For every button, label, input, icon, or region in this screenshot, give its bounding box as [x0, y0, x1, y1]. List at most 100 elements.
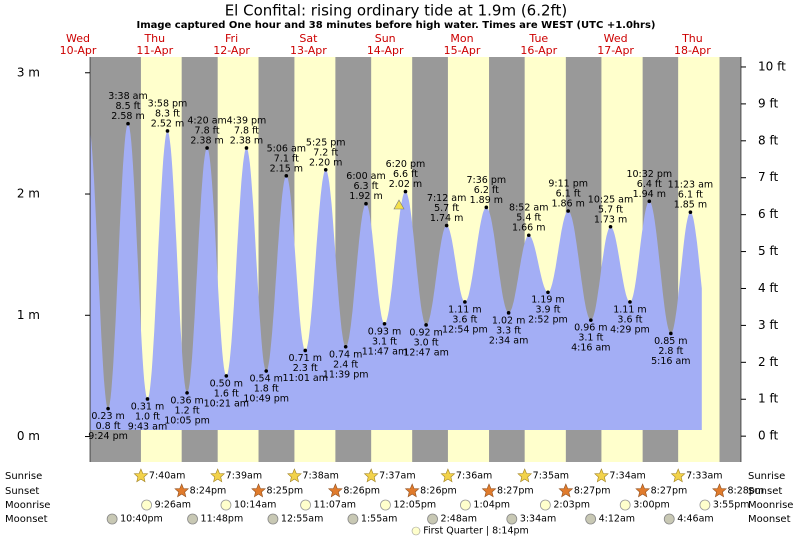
tide-time: 12:47 am [403, 347, 448, 358]
moonrise-icon [619, 499, 631, 511]
row-label: Sunrise [748, 471, 785, 482]
tide-height-m: 2.38 m [190, 135, 223, 146]
tide-extreme [364, 201, 368, 206]
y-tick-label: 2 m [17, 187, 40, 201]
tide-time: 9:43 am [128, 421, 167, 432]
tide-time: 10:05 pm [164, 415, 210, 426]
tide-height-m: 1.66 m [512, 223, 545, 234]
day-name: Thu [681, 32, 703, 45]
tide-extreme [126, 121, 130, 126]
y2-tick-label: 9 ft [758, 96, 778, 110]
row-label: Sunset [748, 486, 782, 497]
tide-height-m: 2.15 m [270, 163, 303, 174]
tide-time: 11:47 am [362, 346, 407, 357]
tide-height-ft: 3.9 ft [535, 305, 560, 316]
tide-time: 5:06 am [267, 143, 306, 154]
moonset-icon [506, 513, 518, 525]
sunset-time: 8:24pm [190, 486, 227, 497]
tide-height-ft: 8.3 ft [155, 108, 180, 119]
tide-extreme [669, 331, 673, 336]
day-date: 11-Apr [136, 44, 173, 57]
tide-height-ft: 6.6 ft [393, 169, 418, 180]
day-name: Wed [604, 32, 628, 45]
tide-extreme [106, 406, 110, 411]
sunrise-icon [670, 468, 686, 483]
sunrise-time: 7:40am [149, 471, 185, 482]
row-label: Moonset [748, 514, 791, 525]
tide-extreme [688, 210, 693, 215]
y2-tick-label: 7 ft [758, 170, 778, 184]
tide-time: 5:25 pm [306, 137, 346, 148]
sunrise-icon [517, 468, 533, 483]
tide-time: 4:29 pm [610, 324, 650, 335]
tide-height-ft: 3.3 ft [496, 325, 521, 336]
y2-tick-label: 2 ft [758, 355, 778, 369]
moonset-icon [663, 513, 675, 525]
sunrise-icon [363, 468, 379, 483]
moonrise-time: 11:07am [314, 500, 356, 511]
moonrise-time: 9:26am [155, 500, 191, 511]
tide-height-ft: 6.1 ft [556, 188, 581, 199]
tide-height-m: 1.89 m [470, 195, 503, 206]
day-date: 13-Apr [290, 44, 327, 57]
tide-extreme [526, 233, 531, 238]
sunrise-time: 7:35am [533, 471, 569, 482]
moonset-time: 2:48am [441, 514, 477, 525]
tide-height-ft: 7.1 ft [274, 153, 299, 164]
tide-height-m: 2.20 m [309, 157, 342, 168]
tide-time: 11:39 pm [323, 369, 369, 380]
tide-height-ft: 2.8 ft [658, 346, 683, 357]
tide-height-m: 0.96 m [574, 323, 607, 334]
tide-extreme [205, 146, 209, 150]
tide-height-m: 0.31 m [131, 401, 164, 412]
moonrise-icon [141, 499, 152, 511]
day-name: Thu [143, 32, 165, 45]
row-label: Moonset [5, 514, 48, 525]
sunrise-icon [287, 468, 302, 483]
sunset-time: 8:26pm [343, 486, 380, 497]
moonset-time: 1:55am [361, 514, 397, 525]
tide-time: 3:38 am [108, 91, 147, 102]
tide-extreme [382, 321, 387, 326]
tide-time: 2:34 am [489, 335, 528, 346]
moonrise-icon [300, 499, 311, 511]
tide-time: 10:21 am [204, 398, 249, 409]
sunset-time: 8:27pm [497, 486, 534, 497]
chart-title: El Confital: rising ordinary tide at 1.9… [225, 2, 568, 20]
moonset-time: 11:48pm [201, 514, 244, 525]
tide-extreme [546, 290, 550, 295]
sunset-time: 8:25pm [267, 486, 304, 497]
current-tide-marker [393, 199, 405, 210]
tide-height-ft: 7.2 ft [313, 147, 338, 158]
tide-height-ft: 6.3 ft [353, 181, 378, 192]
sunset-icon [404, 483, 420, 498]
tide-height-ft: 7.8 ft [234, 125, 259, 136]
sunset-icon [712, 483, 727, 498]
moonrise-time: 3:00pm [633, 500, 670, 511]
tide-height-ft: 1.8 ft [254, 384, 279, 395]
y2-tick-label: 1 ft [758, 392, 778, 406]
tide-time: 5:16 am [651, 356, 690, 367]
tide-extreme [647, 199, 652, 204]
day-name: Sat [299, 32, 318, 45]
tide-height-m: 2.38 m [230, 135, 263, 146]
moonset-icon [585, 513, 597, 525]
tide-time: 4:20 am [187, 115, 226, 126]
moonset-time: 10:40pm [120, 514, 163, 525]
tide-height-ft: 2.3 ft [293, 363, 318, 374]
row-label: Moonrise [5, 500, 50, 511]
tide-time: 8:52 am [509, 203, 548, 214]
tide-height-ft: 3.0 ft [414, 337, 439, 348]
tide-height-m: 0.93 m [368, 326, 401, 337]
tide-extreme [264, 369, 269, 373]
tide-height-m: 2.02 m [389, 179, 422, 190]
day-date: 17-Apr [597, 44, 634, 57]
day-name: Mon [450, 32, 473, 45]
tide-extreme [589, 318, 593, 322]
day-date: 10-Apr [60, 44, 97, 57]
moon-phase: First Quarter | 8:14pm [423, 526, 529, 537]
tide-height-ft: 3.6 ft [617, 314, 642, 325]
tide-extreme [566, 209, 570, 213]
tide-time: 10:25 am [588, 194, 633, 205]
tide-time: 7:12 am [427, 193, 466, 204]
